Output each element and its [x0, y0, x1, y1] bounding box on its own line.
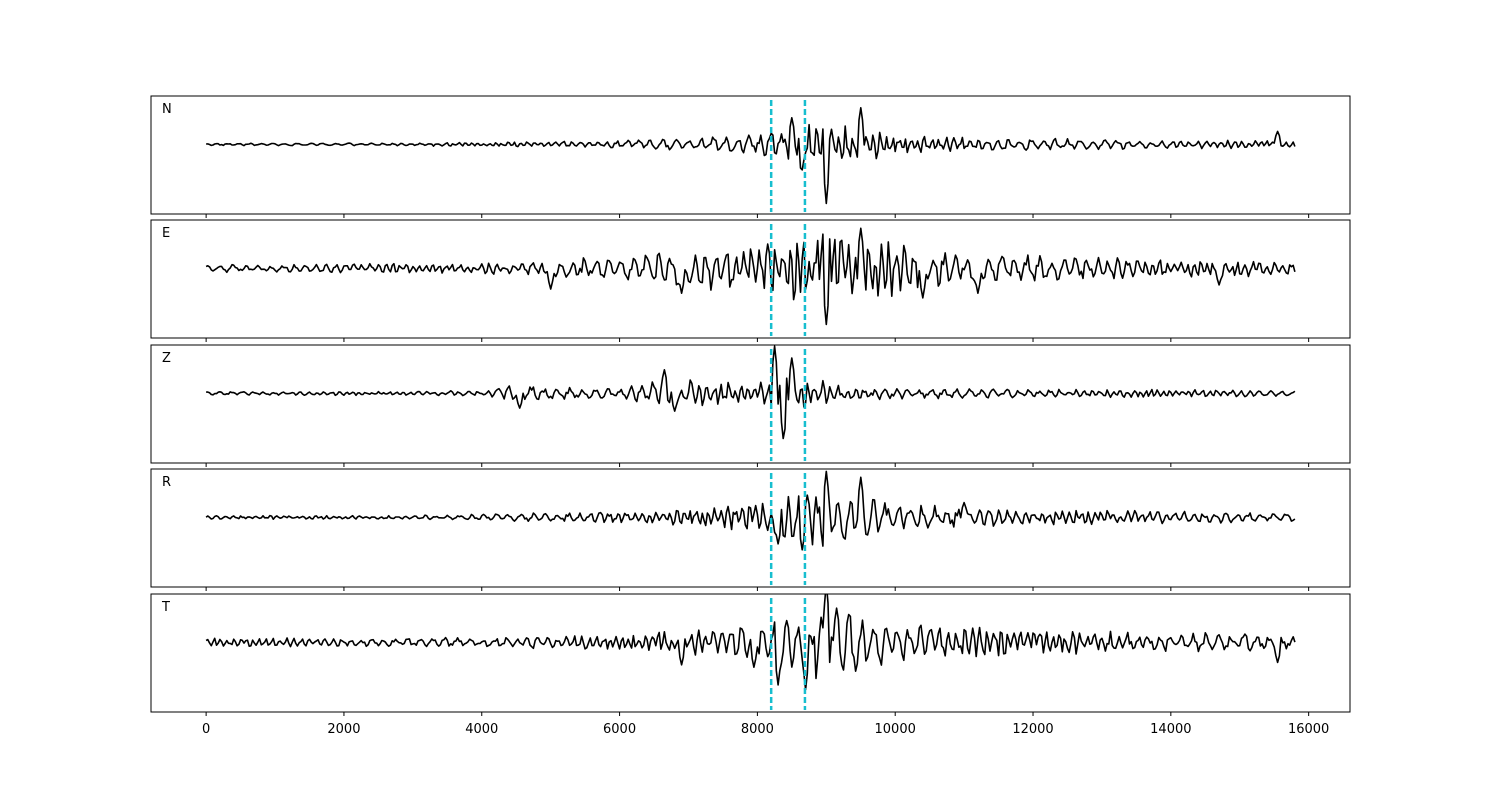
trace-line-t	[205, 594, 1296, 691]
panel-frame	[150, 219, 1351, 339]
panel-label-e: E	[162, 226, 170, 241]
x-axis: 0 2000 4000 6000 8000 10000 12000 14000 16000	[202, 722, 1329, 737]
x-tick-label: 4000	[465, 722, 498, 737]
trace-line-z	[206, 345, 1296, 440]
x-tick-label: 8000	[741, 722, 774, 737]
panel-e: E	[150, 219, 1351, 342]
trace-line-n	[206, 107, 1296, 205]
panel-r: R	[150, 468, 1351, 591]
panel-z: Z	[150, 344, 1351, 467]
panel-label-z: Z	[162, 351, 171, 366]
panel-frame	[150, 95, 1351, 215]
panel-frame	[150, 344, 1351, 464]
panel-frame	[150, 593, 1351, 713]
panel-label-r: R	[162, 475, 171, 490]
trace-panels: N E Z R T	[150, 95, 1351, 716]
panel-label-t: T	[161, 600, 170, 615]
panel-n: N	[150, 95, 1351, 218]
panel-label-n: N	[162, 102, 172, 117]
x-tick-label: 10000	[875, 722, 916, 737]
x-tick-label: 16000	[1288, 722, 1329, 737]
x-tick-label: 12000	[1012, 722, 1053, 737]
x-tick-label: 2000	[327, 722, 360, 737]
trace-line-e	[205, 227, 1296, 326]
x-tick-label: 6000	[603, 722, 636, 737]
panel-frame	[150, 468, 1351, 588]
x-tick-label: 14000	[1150, 722, 1191, 737]
panel-t: T	[150, 593, 1351, 716]
x-tick-label: 0	[202, 722, 210, 737]
trace-line-r	[205, 470, 1296, 551]
